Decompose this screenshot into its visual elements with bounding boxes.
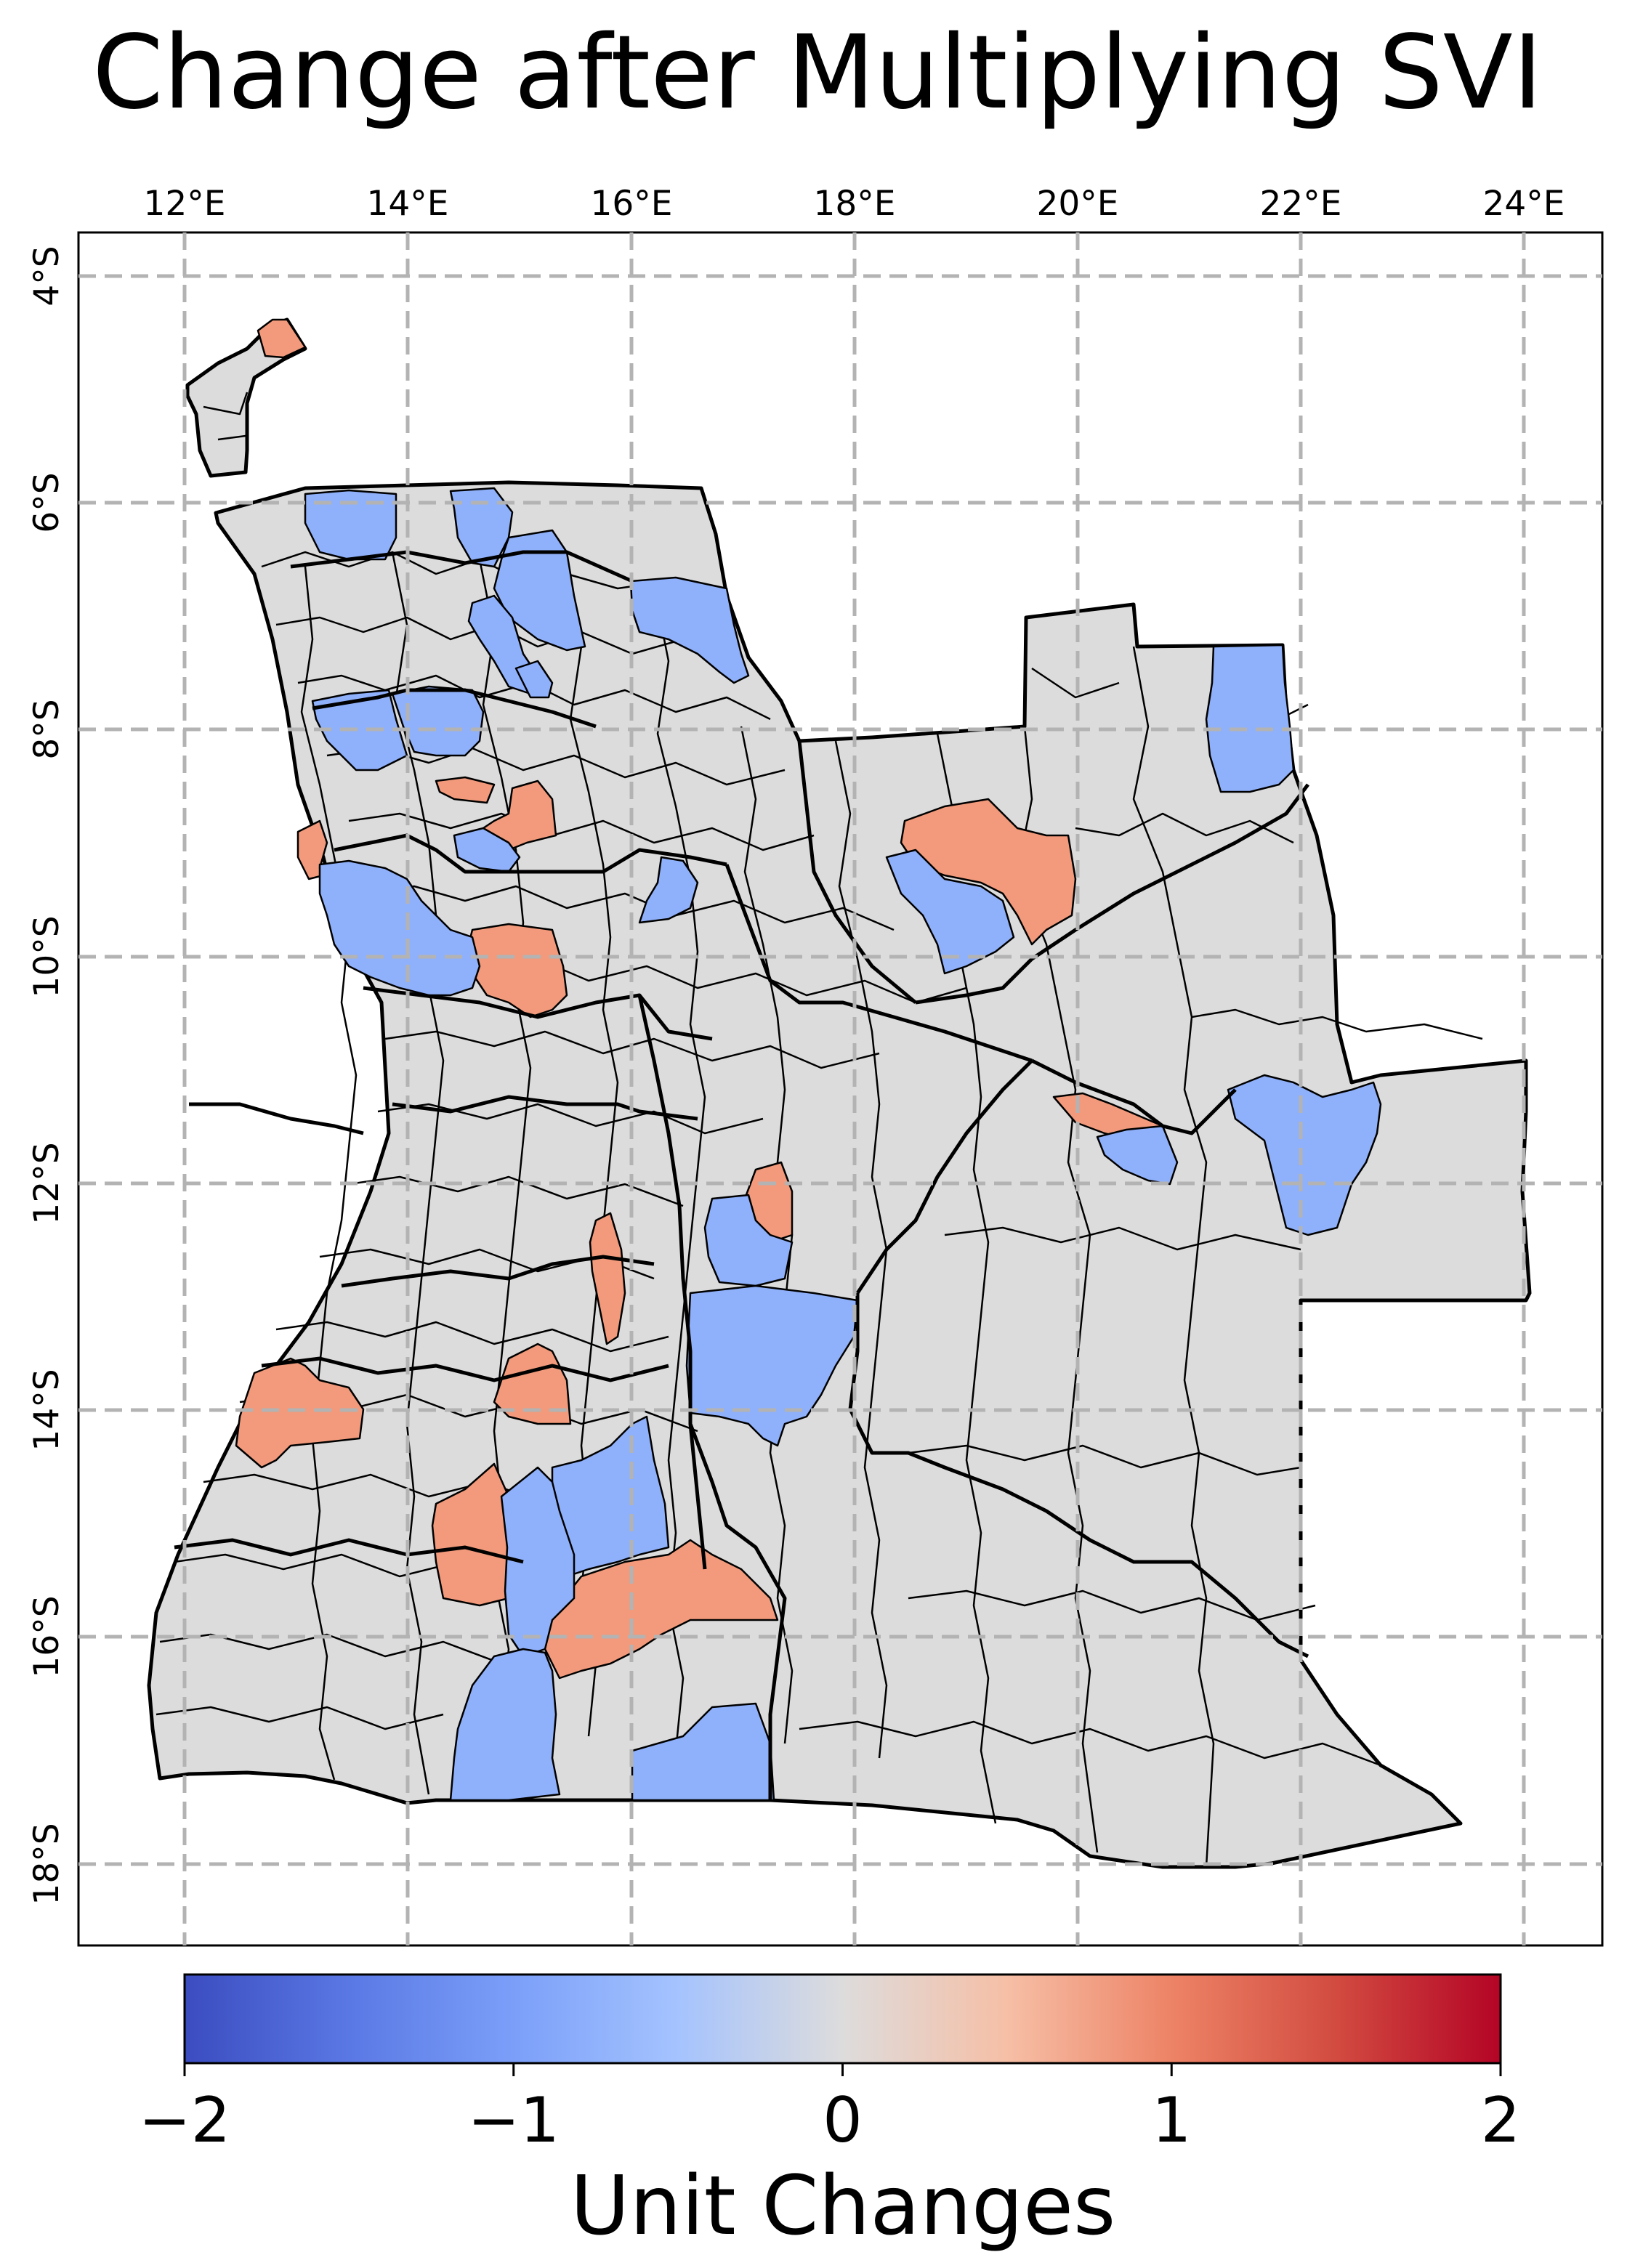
longitude-tick-labels: 12°E 14°E 16°E 18°E 20°E 22°E 24°E bbox=[143, 184, 1565, 224]
district-decrease bbox=[1096, 1125, 1179, 1186]
district-increase bbox=[493, 1342, 572, 1425]
district-decrease bbox=[885, 849, 1015, 975]
lat-tick-label: 8°S bbox=[27, 699, 67, 759]
colorbar-label: Unit Changes bbox=[570, 2159, 1116, 2253]
district-decrease bbox=[1205, 644, 1295, 793]
lon-tick-label: 24°E bbox=[1482, 184, 1565, 224]
lat-tick-label: 4°S bbox=[27, 246, 67, 306]
colorbar-tick-label: −2 bbox=[139, 2084, 231, 2157]
district-decrease bbox=[1227, 1074, 1382, 1236]
lon-tick-label: 14°E bbox=[366, 184, 448, 224]
cabinda-enclave bbox=[185, 317, 307, 478]
lat-tick-label: 18°S bbox=[27, 1823, 67, 1905]
district-increase bbox=[544, 1539, 779, 1680]
lat-tick-label: 12°S bbox=[27, 1142, 67, 1224]
lon-tick-label: 16°E bbox=[590, 184, 672, 224]
lon-tick-label: 18°E bbox=[813, 184, 895, 224]
district-increase bbox=[257, 318, 307, 359]
colorbar-tick-label: 0 bbox=[823, 2084, 863, 2157]
latitude-tick-labels: 4°S 6°S 8°S 10°S 12°S 14°S 16°S 18°S bbox=[27, 246, 67, 1905]
map-area bbox=[78, 232, 1602, 1945]
district-decrease bbox=[311, 689, 408, 771]
lat-tick-label: 10°S bbox=[27, 915, 67, 997]
colorbar-ticks: −2 −1 0 1 2 bbox=[139, 2063, 1521, 2157]
lon-tick-label: 22°E bbox=[1259, 184, 1341, 224]
district-decrease bbox=[449, 1648, 561, 1802]
district-decrease bbox=[514, 660, 554, 699]
district-decrease bbox=[493, 529, 586, 652]
district-decrease bbox=[500, 1466, 576, 1658]
district-decrease bbox=[629, 576, 750, 684]
district-decrease bbox=[703, 1194, 794, 1287]
gridlines bbox=[78, 232, 1602, 1945]
lat-tick-label: 16°S bbox=[27, 1595, 67, 1677]
district-decrease bbox=[304, 489, 397, 561]
district-increase bbox=[435, 776, 496, 804]
district-decrease bbox=[638, 856, 699, 924]
lon-tick-label: 20°E bbox=[1036, 184, 1118, 224]
lat-tick-label: 6°S bbox=[27, 472, 67, 532]
colorbar-tick-label: 2 bbox=[1481, 2084, 1521, 2157]
colorbar-tick-label: −1 bbox=[467, 2084, 560, 2157]
lon-tick-label: 12°E bbox=[143, 184, 225, 224]
chart-title: Change after Multiplying SVI bbox=[92, 14, 1543, 132]
district-decrease bbox=[318, 859, 481, 997]
lat-tick-label: 14°S bbox=[27, 1369, 67, 1451]
district-increase bbox=[235, 1357, 365, 1469]
districts-increase bbox=[235, 318, 1164, 1680]
district-increase bbox=[471, 779, 557, 851]
district-decrease bbox=[449, 487, 514, 568]
colorbar-tick-label: 1 bbox=[1152, 2084, 1192, 2157]
district-decrease bbox=[453, 827, 521, 873]
colorbar bbox=[183, 1973, 1502, 2065]
